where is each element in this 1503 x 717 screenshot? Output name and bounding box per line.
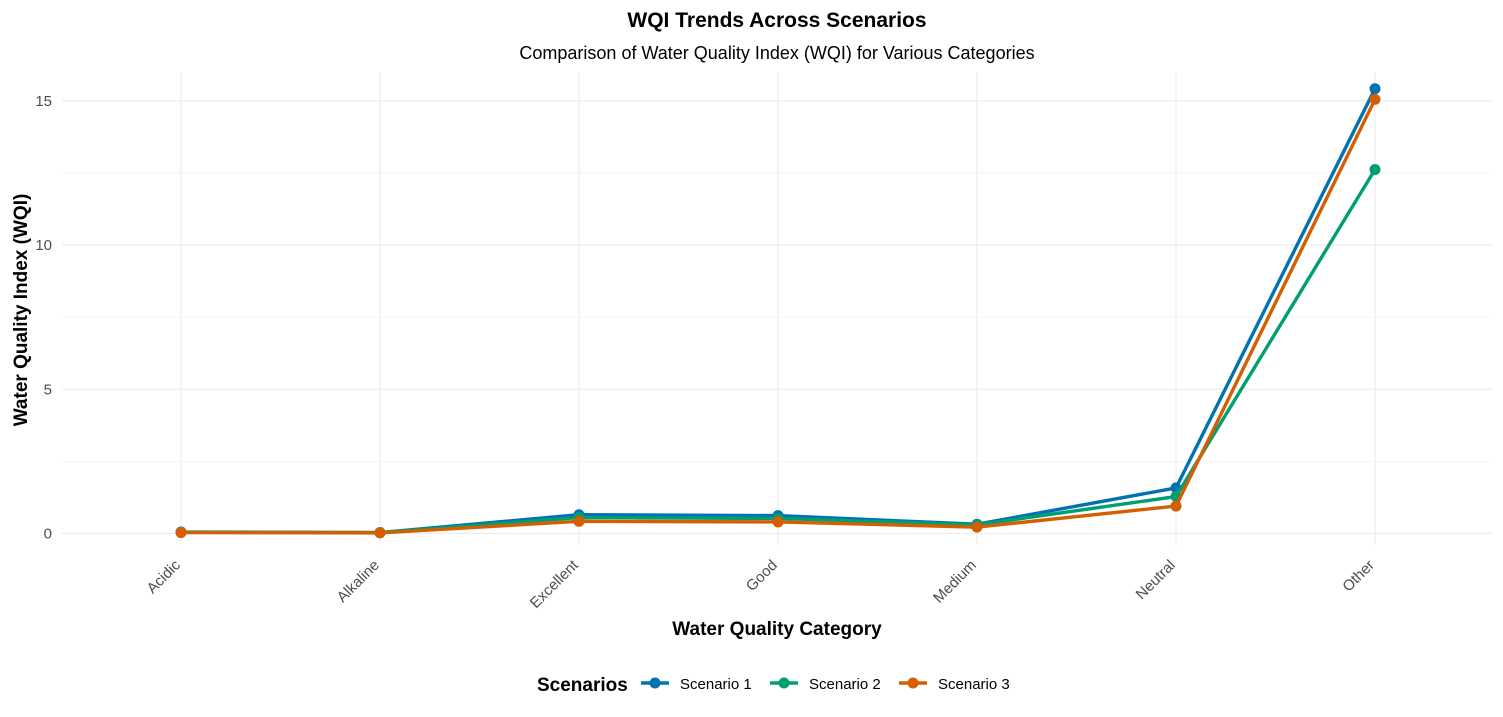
legend-label: Scenario 1 xyxy=(680,676,752,693)
x-tick-label: Good xyxy=(743,557,781,595)
data-point xyxy=(772,516,784,528)
grid xyxy=(62,72,1492,545)
x-tick-label: Neutral xyxy=(1133,557,1179,603)
series-3 xyxy=(175,93,1381,539)
y-tick-label: 0 xyxy=(44,525,52,542)
legend-title: Scenarios xyxy=(537,675,628,696)
y-axis-ticks: 0 5 10 15 xyxy=(35,93,52,543)
x-tick-label: Other xyxy=(1339,557,1378,596)
data-point xyxy=(1369,163,1381,175)
x-tick-label: Excellent xyxy=(527,556,583,612)
series-group xyxy=(175,83,1381,539)
data-point xyxy=(1369,93,1381,105)
y-tick-label: 15 xyxy=(35,93,52,110)
y-axis-title: Water Quality Index (WQI) xyxy=(11,194,32,427)
legend-key-point xyxy=(907,677,919,689)
data-point xyxy=(1170,500,1182,512)
x-axis-title: Water Quality Category xyxy=(672,619,882,640)
x-tick-label: Medium xyxy=(930,557,980,607)
legend-key-point xyxy=(778,677,790,689)
chart-subtitle: Comparison of Water Quality Index (WQI) … xyxy=(519,43,1034,63)
data-point xyxy=(573,515,585,527)
x-tick-label: Acidic xyxy=(144,556,185,597)
x-axis-ticks: Acidic Alkaline Excellent Good Medium Neutral… xyxy=(144,556,1378,612)
legend-item-2: Scenario 2 xyxy=(770,676,881,693)
data-point xyxy=(971,521,983,533)
data-point xyxy=(1369,83,1381,95)
x-tick-label: Alkaline xyxy=(334,557,383,606)
legend-label: Scenario 3 xyxy=(938,676,1010,693)
y-tick-label: 10 xyxy=(35,237,52,254)
data-point xyxy=(175,527,187,539)
y-tick-label: 5 xyxy=(44,381,52,398)
legend-item-1: Scenario 1 xyxy=(641,676,752,693)
legend-item-3: Scenario 3 xyxy=(899,676,1010,693)
legend: Scenarios Scenario 1 Scenario 2 Scenario 3 xyxy=(537,675,1010,696)
legend-key-point xyxy=(649,677,661,689)
data-point xyxy=(374,527,386,539)
legend-label: Scenario 2 xyxy=(809,676,881,693)
chart-title: WQI Trends Across Scenarios xyxy=(627,9,926,32)
